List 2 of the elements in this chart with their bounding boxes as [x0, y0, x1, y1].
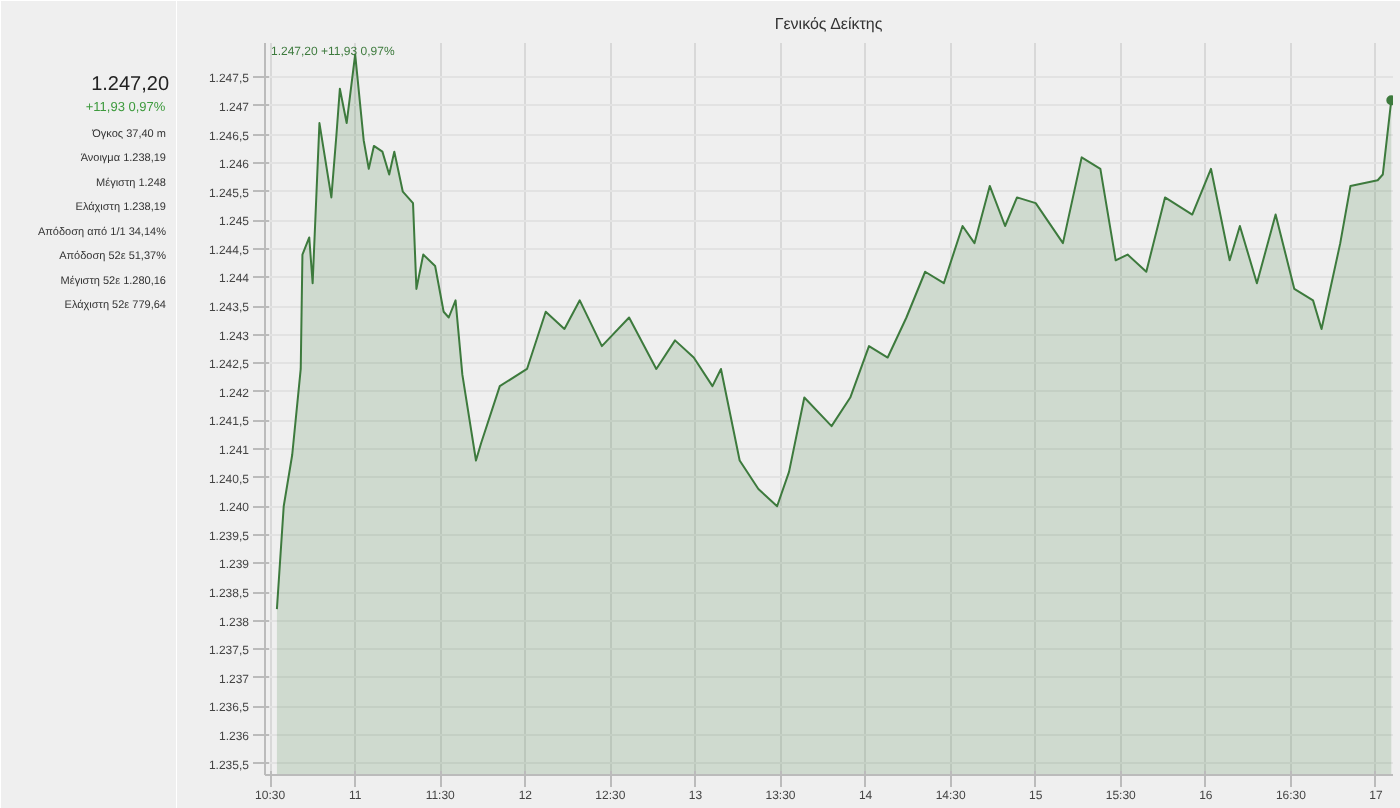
text: 1.247,20 [91, 74, 170, 97]
chart-title: Γενικός Δείκτης [774, 15, 883, 33]
